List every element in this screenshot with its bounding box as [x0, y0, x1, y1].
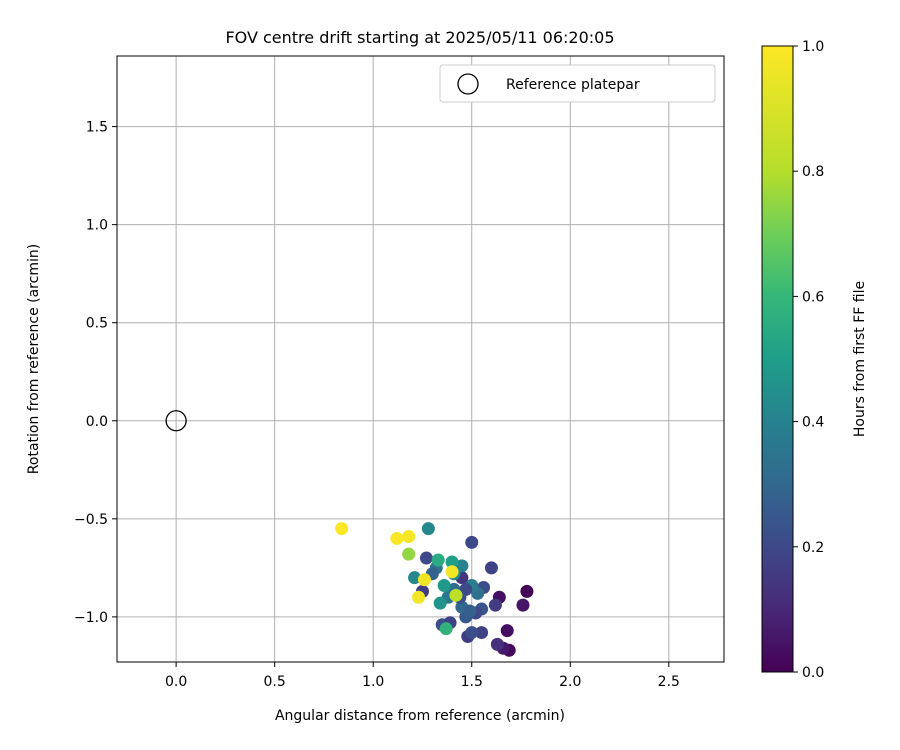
y-tick-label: 0.0 — [86, 414, 108, 430]
colorbar-tick-label: 1.0 — [802, 39, 824, 55]
scatter-point — [335, 522, 349, 536]
scatter-point — [455, 559, 469, 573]
scatter-point — [421, 522, 435, 536]
y-tick-label: −0.5 — [74, 512, 108, 528]
scatter-point — [516, 598, 530, 612]
x-axis-label: Angular distance from reference (arcmin) — [275, 708, 565, 724]
x-tick-label: 1.5 — [461, 674, 483, 690]
colorbar-label: Hours from first FF file — [852, 281, 868, 437]
scatter-point — [433, 596, 447, 610]
y-tick-label: 0.5 — [86, 316, 108, 332]
y-axis-ticks: −1.0 −0.5 0.0 0.5 1.0 1.5 — [74, 120, 117, 626]
scatter-point — [402, 547, 416, 561]
scatter-point — [412, 590, 426, 604]
colorbar-ticks: 0.0 0.2 0.4 0.6 0.8 1.0 — [793, 39, 824, 681]
colorbar: 0.0 0.2 0.4 0.6 0.8 1.0 Hours from first FF f… — [761, 39, 868, 681]
scatter-point — [475, 626, 489, 640]
x-axis-ticks: 0.0 0.5 1.0 1.5 2.0 2.5 — [165, 662, 680, 690]
scatter-point — [445, 555, 459, 569]
colorbar-tick-label: 0.6 — [802, 289, 824, 305]
x-tick-label: 2.0 — [559, 674, 581, 690]
plot-frame — [116, 55, 725, 663]
x-tick-label: 2.5 — [658, 674, 680, 690]
scatter-point — [408, 571, 422, 585]
legend-reference-label: Reference platepar — [506, 77, 640, 93]
scatter-point — [484, 561, 498, 575]
scatter-point — [437, 579, 451, 593]
scatter-point — [402, 529, 416, 543]
colorbar-gradient — [761, 45, 794, 673]
colorbar-tick-label: 0.8 — [802, 164, 824, 180]
scatter-point — [449, 588, 463, 602]
scatter-point — [488, 598, 502, 612]
y-tick-label: 1.5 — [86, 120, 108, 136]
y-axis-label: Rotation from reference (arcmin) — [26, 244, 42, 474]
scatter-point — [500, 624, 514, 638]
scatter-point — [417, 573, 431, 587]
scatter-point — [465, 535, 479, 549]
scatter-point — [439, 622, 453, 636]
y-tick-label: 1.0 — [86, 218, 108, 234]
grid-lines — [117, 56, 724, 662]
scatter-point — [390, 531, 404, 545]
x-tick-label: 0.5 — [264, 674, 286, 690]
scatter-point — [431, 553, 445, 567]
x-tick-label: 1.0 — [362, 674, 384, 690]
chart-title: FOV centre drift starting at 2025/05/11 … — [225, 28, 614, 47]
legend-box — [439, 64, 716, 103]
scatter-point — [463, 604, 477, 618]
data-points — [165, 410, 534, 657]
colorbar-tick-label: 0.4 — [802, 415, 824, 431]
legend: Reference platepar — [439, 64, 716, 103]
colorbar-tick-label: 0.0 — [802, 665, 824, 681]
scatter-point — [465, 626, 479, 640]
reference-platepar-marker — [165, 410, 187, 432]
scatter-point — [490, 637, 504, 651]
legend-reference-marker — [457, 73, 479, 95]
scatter-point — [520, 584, 534, 598]
colorbar-tick-label: 0.2 — [802, 540, 824, 556]
scatter-point — [445, 565, 459, 579]
x-tick-label: 0.0 — [165, 674, 187, 690]
scatter-point — [419, 551, 433, 565]
y-tick-label: −1.0 — [74, 610, 108, 626]
